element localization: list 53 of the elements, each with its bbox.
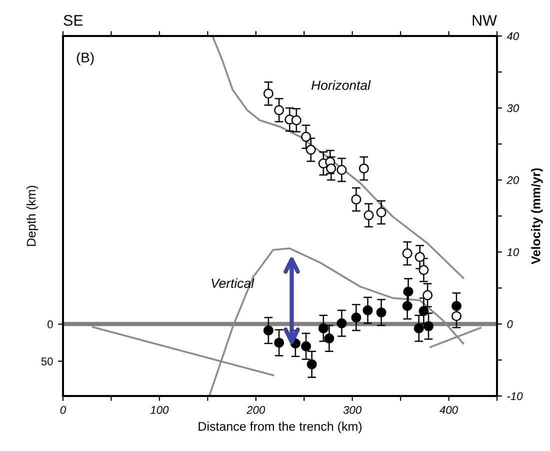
point — [351, 312, 362, 323]
point — [424, 321, 434, 332]
point — [336, 318, 347, 328]
y2-axis-title: Depth (km) — [26, 186, 38, 246]
point — [414, 252, 425, 262]
annotation: Vertical — [212, 278, 254, 288]
point — [451, 311, 462, 322]
y-axis-title: Velocity (mm/yr) — [531, 168, 543, 264]
point — [418, 264, 429, 276]
point — [364, 210, 374, 220]
point — [418, 306, 429, 316]
y2-tick-label: 0 — [48, 320, 53, 328]
point — [451, 300, 462, 312]
x-tick-label: 400 — [440, 406, 458, 414]
point — [403, 286, 414, 297]
point — [362, 305, 373, 316]
point — [376, 307, 386, 318]
point — [291, 115, 302, 126]
point — [318, 323, 328, 334]
x-tick-label: 0 — [60, 406, 66, 414]
point — [402, 300, 412, 312]
y-tick-label: 40 — [506, 32, 519, 40]
point — [336, 164, 347, 175]
point — [263, 88, 274, 99]
x-axis-title: Distance from the trench (km) — [198, 422, 362, 434]
annotation: (B) — [76, 52, 94, 66]
point — [376, 207, 386, 218]
text: NW — [472, 15, 497, 26]
x-tick-label: 100 — [150, 406, 169, 414]
x-tick-label: 300 — [343, 406, 362, 414]
x-tick-label: 200 — [246, 406, 266, 414]
point — [263, 325, 274, 336]
y-tick-label: 20 — [506, 176, 519, 184]
point — [402, 248, 412, 258]
point — [301, 341, 312, 352]
y2-tick-label: 50 — [41, 357, 53, 366]
point — [422, 290, 433, 300]
point — [414, 323, 424, 334]
text: SE — [64, 14, 83, 26]
point — [351, 194, 362, 204]
point — [306, 144, 316, 155]
y-tick-label: 0 — [507, 320, 513, 328]
line-series — [212, 36, 464, 279]
point — [306, 359, 317, 370]
y-tick-label: 30 — [506, 104, 519, 112]
point — [301, 132, 312, 142]
point — [324, 333, 334, 344]
y-tick-label: -10 — [507, 392, 523, 400]
point — [358, 163, 369, 174]
point — [274, 105, 284, 116]
annotation: Horizontal — [311, 80, 371, 90]
point — [274, 338, 284, 348]
y-tick-label: 10 — [507, 248, 519, 256]
